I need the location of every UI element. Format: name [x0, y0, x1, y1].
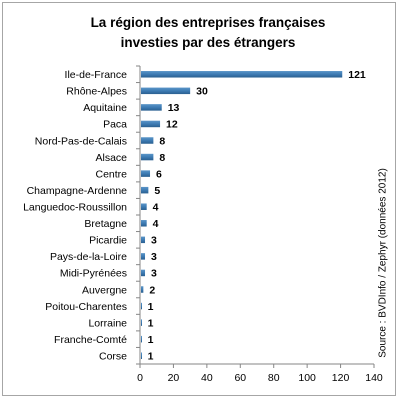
bar	[141, 335, 142, 343]
category-label: Midi-Pyrénées	[60, 268, 127, 280]
bar	[141, 286, 144, 293]
bar	[141, 170, 151, 177]
category-label: Centre	[95, 168, 127, 180]
category-label: Pays-de-la-Loire	[50, 251, 127, 263]
value-label: 4	[153, 202, 159, 214]
category-label: Ile-de-France	[65, 69, 128, 81]
bar	[141, 71, 343, 78]
category-label: Champagne-Ardenne	[27, 185, 128, 197]
x-tick-label: 140	[365, 372, 383, 384]
x-tick-label: 40	[201, 372, 213, 384]
value-label: 8	[159, 135, 165, 147]
bar	[141, 236, 146, 244]
chart-frame: La région des entreprises françaises inv…	[2, 2, 396, 396]
value-label: 12	[166, 119, 178, 131]
bar	[141, 319, 142, 326]
x-tick-label: 80	[268, 372, 280, 384]
value-label: 5	[154, 185, 160, 197]
value-label: 4	[153, 218, 159, 230]
category-label: Aquitaine	[83, 102, 127, 114]
value-label: 3	[151, 268, 157, 280]
bar	[141, 137, 154, 144]
category-label: Paca	[103, 119, 127, 131]
bar	[141, 220, 147, 227]
category-label: Languedoc-Roussillon	[23, 202, 127, 214]
category-label: Picardie	[89, 235, 127, 247]
x-tick-label: 60	[234, 372, 246, 384]
category-label: Lorraine	[88, 317, 127, 329]
value-label: 1	[148, 317, 154, 329]
value-label: 3	[151, 235, 157, 247]
chart-title-line1: La région des entreprises françaises	[90, 15, 326, 30]
category-label: Bretagne	[84, 218, 127, 230]
value-label: 121	[348, 69, 366, 81]
category-label: Rhône-Alpes	[66, 86, 127, 98]
value-label: 3	[151, 251, 157, 263]
bar	[141, 87, 191, 95]
value-label: 1	[148, 334, 154, 346]
value-label: 1	[148, 351, 154, 363]
chart-title: La région des entreprises françaises inv…	[43, 13, 373, 53]
value-label: 1	[148, 301, 154, 313]
value-label: 2	[149, 284, 155, 296]
x-tick-label: 120	[332, 372, 350, 384]
value-label: 6	[156, 168, 162, 180]
bar	[141, 253, 146, 260]
category-label: Franche-Comté	[54, 334, 127, 346]
x-tick-label: 0	[137, 372, 143, 384]
x-tick-label: 100	[298, 372, 316, 384]
chart-title-line2: investies par des étrangers	[120, 35, 296, 50]
x-tick-label: 20	[168, 372, 180, 384]
value-label: 8	[159, 152, 165, 164]
value-label: 30	[196, 86, 208, 98]
category-label: Alsace	[95, 152, 127, 164]
bar	[141, 302, 142, 310]
bar	[141, 269, 146, 277]
bar	[141, 186, 149, 194]
category-label: Corse	[99, 351, 127, 363]
bar	[141, 120, 161, 128]
bar	[141, 104, 162, 111]
category-label: Poitou-Charentes	[45, 301, 127, 313]
bar	[141, 203, 147, 210]
category-label: Auvergne	[82, 284, 127, 296]
value-label: 13	[168, 102, 180, 114]
category-label: Nord-Pas-de-Calais	[35, 135, 127, 147]
bar	[141, 352, 142, 359]
bar	[141, 153, 154, 161]
